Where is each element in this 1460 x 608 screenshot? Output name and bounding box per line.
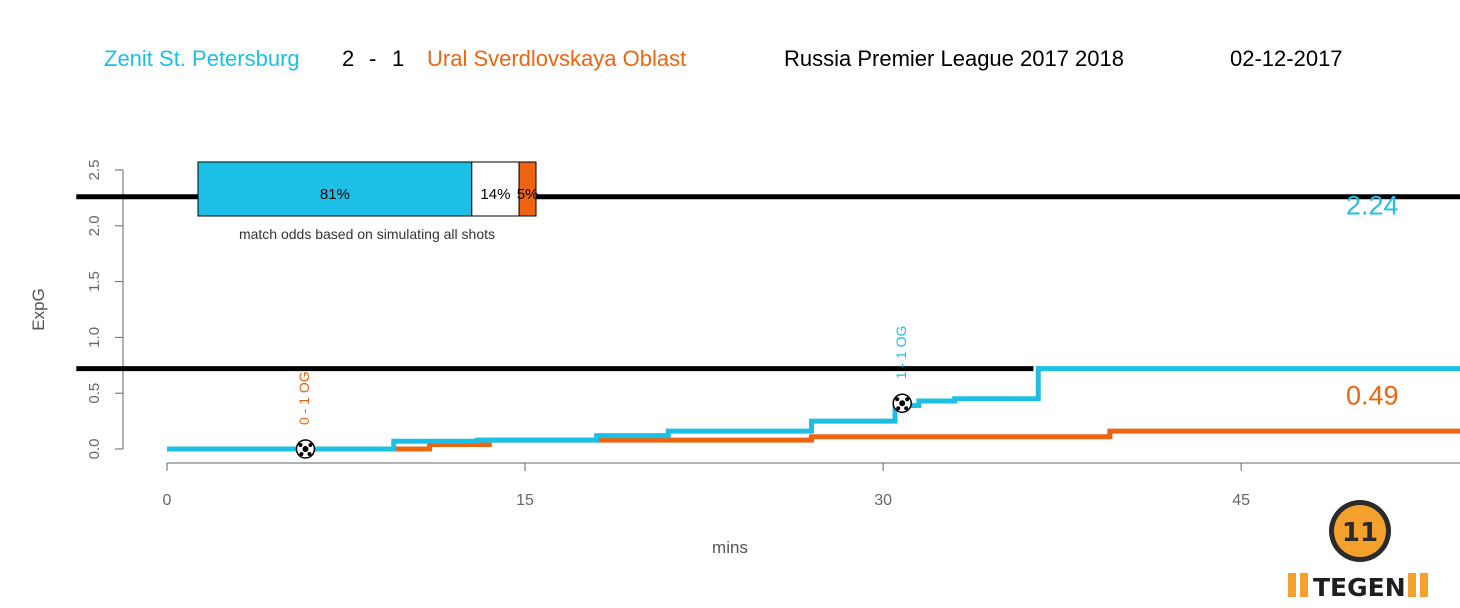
odds-home-win-bar (197, 161, 473, 217)
logo-badge-number: 11 (1342, 518, 1378, 548)
ball-patch (895, 397, 900, 402)
y-tick-label: 1.5 (86, 271, 103, 292)
ball-patch (896, 406, 901, 411)
logo-left-bar (1288, 573, 1296, 597)
logo-wordmark: TEGEN (1313, 573, 1406, 602)
away-final-xg-label: 0.49 (1346, 380, 1399, 410)
goal-markers: 0 - 1 OG1 - 1 OG2 - 1 Aleksandr Kokorin (295, 326, 912, 459)
x-axis-label: mins (712, 538, 748, 557)
series-lines (167, 366, 1460, 452)
odds-away-win-bar (518, 161, 537, 217)
y-tick-label: 2.5 (86, 160, 103, 181)
odds-away-win-label: 5% (517, 186, 539, 203)
ball-patch (302, 446, 309, 452)
away-team-name: Ural Sverdlovskaya Oblast (427, 46, 687, 71)
final-xg-labels: 2.24 0.49 (1346, 191, 1399, 411)
logo-right-bar (1420, 573, 1428, 597)
goal-marker: 1 - 1 OG (892, 326, 912, 413)
goal-marker: 0 - 1 OG (295, 371, 316, 459)
x-tick-label: 0 (163, 492, 172, 509)
competition-name: Russia Premier League 2017 2018 (784, 46, 1125, 71)
odds-draw-label: 14% (480, 186, 510, 203)
y-tick-label: 1.0 (86, 327, 103, 348)
score-separator: - (369, 46, 377, 71)
odds-home-win-label: 81% (320, 186, 350, 203)
ball-patch (904, 406, 909, 411)
y-tick-label: 2.0 (86, 215, 103, 236)
axes: 0.00.51.01.52.02.5ExpG0153045607590mins (29, 160, 1460, 557)
ball-patch (899, 400, 906, 407)
away-score: 1 (392, 46, 405, 71)
odds-draw-bar (471, 161, 520, 217)
home-final-xg-label: 2.24 (1346, 191, 1399, 221)
logo-badge-inner (1334, 505, 1386, 557)
x-tick-label: 30 (874, 492, 892, 509)
logo-left-bar (1300, 573, 1308, 597)
away-xg-line (167, 428, 1460, 452)
x-tick-label: 45 (1232, 492, 1250, 509)
home-team-name: Zenit St. Petersburg (104, 46, 300, 71)
x-tick-label: 15 (516, 492, 534, 509)
logo-right-bar (1408, 573, 1416, 597)
match-odds-box: 81% 14% 5% match odds based on simulatin… (197, 161, 539, 242)
goal-label: 1 - 1 OG (893, 326, 909, 380)
reference-lines (76, 194, 1460, 372)
ball-patch (308, 443, 313, 447)
match-header: Zenit St. Petersburg 2 - 1 Ural Sverdlov… (0, 46, 1460, 78)
home-score: 2 (342, 46, 355, 71)
ball-patch (307, 452, 312, 456)
goal-label: 0 - 1 OG (296, 371, 312, 425)
home-xg-line (167, 366, 1460, 452)
tegen-logo: 11 TEGEN (1288, 500, 1428, 602)
match-date: 02-12-2017 (1230, 46, 1343, 71)
ball-patch (299, 452, 304, 456)
y-tick-label: 0.0 (86, 439, 103, 460)
ball-patch (298, 443, 303, 447)
y-tick-label: 0.5 (86, 383, 103, 404)
ball-patch (905, 397, 910, 402)
y-axis-label: ExpG (29, 288, 48, 331)
odds-caption: match odds based on simulating all shots (239, 226, 495, 242)
